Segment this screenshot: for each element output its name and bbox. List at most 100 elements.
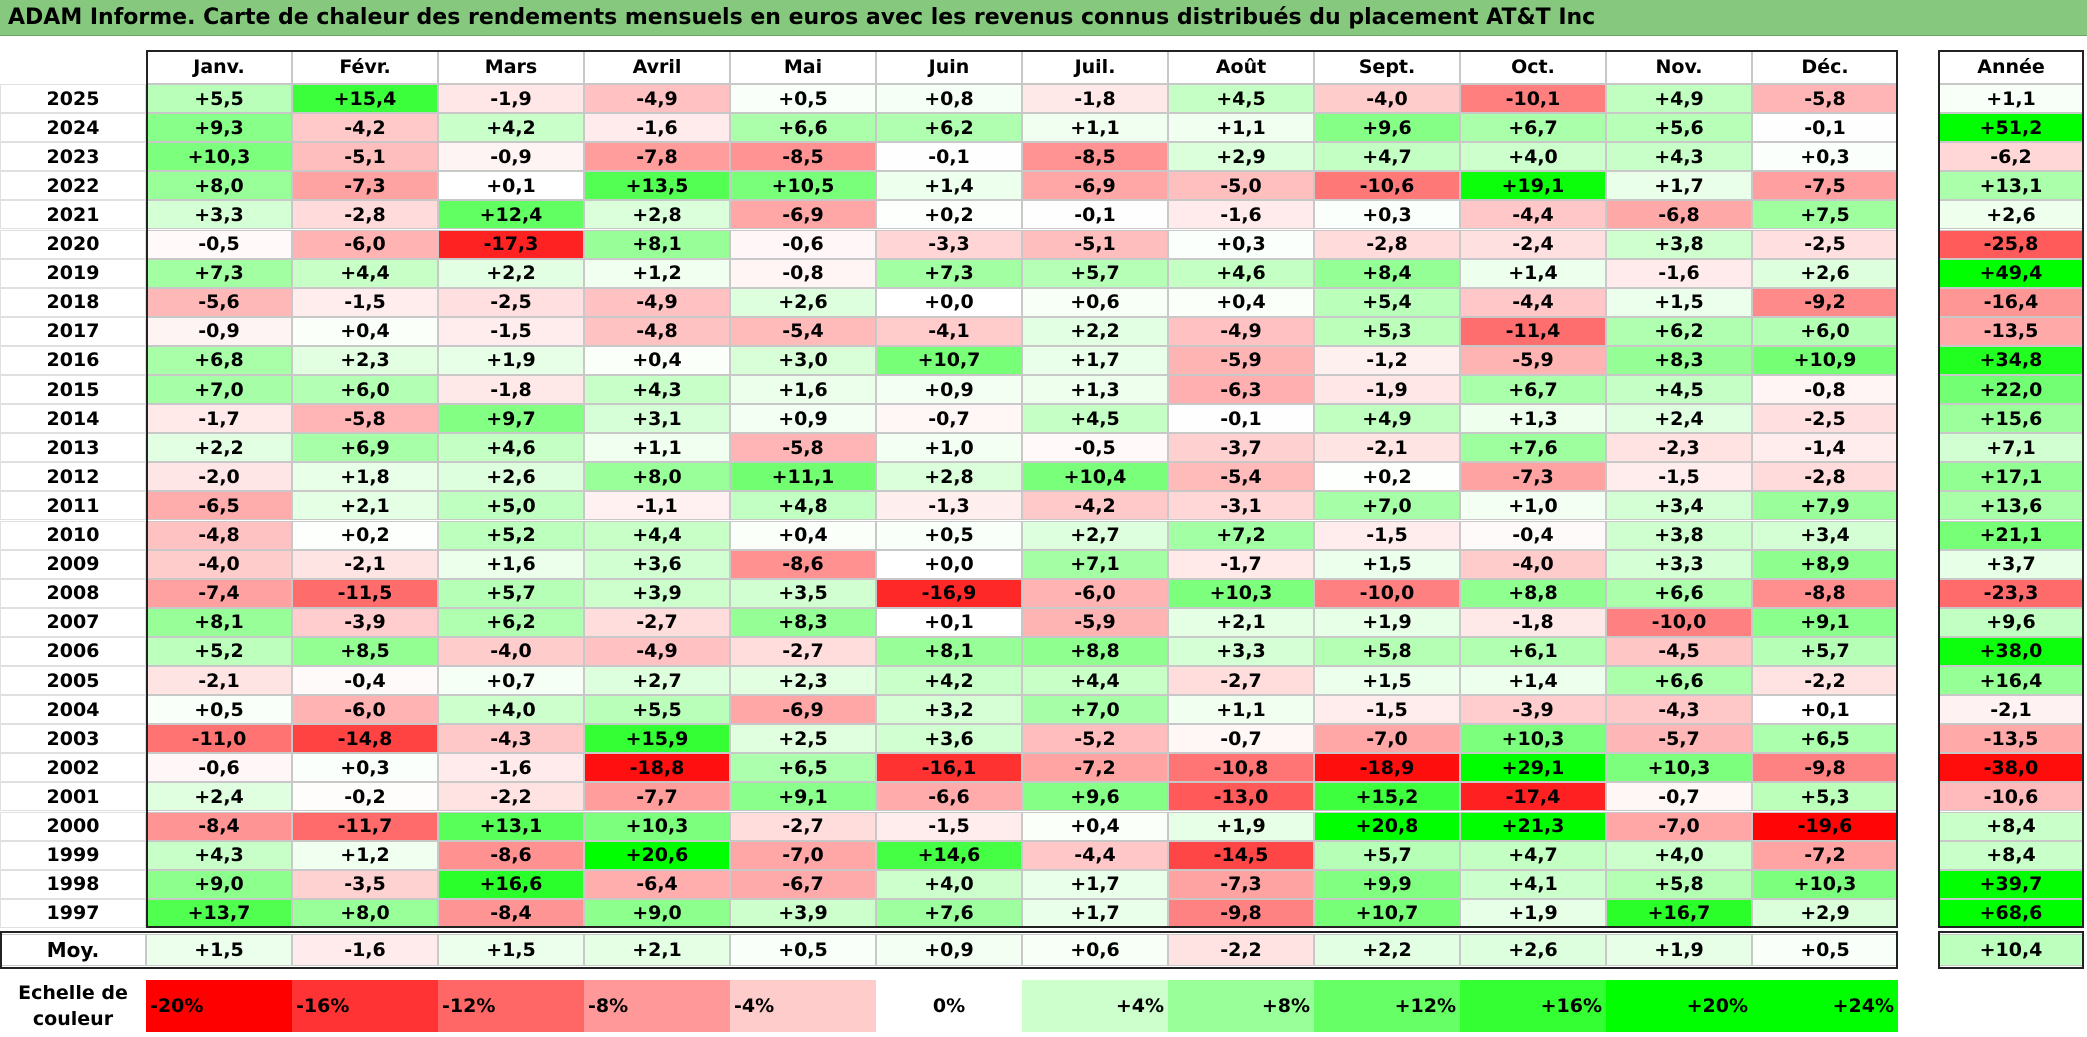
annual-value-cell: +39,7: [1938, 869, 2084, 899]
month-value-cell: -1,9: [1314, 375, 1460, 405]
annual-value-cell: +21,1: [1938, 520, 2084, 550]
month-value-cell: +0,4: [730, 520, 876, 550]
annual-value-cell: +2,6: [1938, 200, 2084, 230]
month-value-cell: -0,7: [1606, 782, 1752, 812]
annual-value-cell: +8,4: [1938, 811, 2084, 841]
month-value-cell: -0,8: [1752, 375, 1898, 405]
average-value-cell: +0,5: [1752, 933, 1898, 966]
month-value-cell: +4,3: [584, 375, 730, 405]
month-value-cell: +4,4: [584, 520, 730, 550]
month-value-cell: -4,5: [1606, 636, 1752, 666]
month-value-cell: +2,5: [730, 724, 876, 754]
year-label: 2008: [0, 578, 146, 608]
average-value-cell: +0,5: [730, 933, 876, 966]
month-value-cell: +2,2: [1022, 316, 1168, 346]
month-value-cell: +2,6: [730, 287, 876, 317]
annual-value-cell: +38,0: [1938, 636, 2084, 666]
month-value-cell: +5,8: [1314, 636, 1460, 666]
month-value-cell: +20,8: [1314, 811, 1460, 841]
month-value-cell: +5,3: [1314, 316, 1460, 346]
month-value-cell: +2,2: [438, 258, 584, 288]
month-value-cell: -4,1: [876, 316, 1022, 346]
year-label: 2003: [0, 724, 146, 754]
average-value-cell: +2,6: [1460, 933, 1606, 966]
month-value-cell: -0,8: [730, 258, 876, 288]
month-header: Juil.: [1022, 50, 1168, 84]
month-value-cell: -7,0: [1606, 811, 1752, 841]
month-value-cell: -11,0: [146, 724, 292, 754]
month-value-cell: +16,7: [1606, 898, 1752, 928]
month-value-cell: +4,4: [1022, 666, 1168, 696]
month-value-cell: +10,7: [1314, 898, 1460, 928]
legend-swatch: -12%: [438, 980, 584, 1032]
month-value-cell: -7,0: [730, 840, 876, 870]
month-value-cell: +3,6: [584, 549, 730, 579]
month-header: Déc.: [1752, 50, 1898, 84]
month-value-cell: -5,9: [1168, 345, 1314, 375]
year-label: 1997: [0, 898, 146, 928]
month-value-cell: +2,7: [584, 666, 730, 696]
month-value-cell: +4,5: [1606, 375, 1752, 405]
month-value-cell: +5,3: [1752, 782, 1898, 812]
month-value-cell: -5,9: [1460, 345, 1606, 375]
month-value-cell: -6,4: [584, 869, 730, 899]
year-label: 2001: [0, 782, 146, 812]
month-header: Oct.: [1460, 50, 1606, 84]
month-value-cell: -4,3: [1606, 695, 1752, 725]
month-value-cell: +6,5: [1752, 724, 1898, 754]
month-value-cell: +1,0: [1460, 491, 1606, 521]
month-value-cell: -1,5: [438, 316, 584, 346]
month-value-cell: -17,3: [438, 229, 584, 259]
average-label: Moy.: [0, 933, 146, 966]
month-value-cell: +4,2: [438, 113, 584, 143]
month-value-cell: -0,9: [438, 142, 584, 172]
month-value-cell: +5,7: [438, 578, 584, 608]
month-value-cell: -8,8: [1752, 578, 1898, 608]
month-value-cell: +7,0: [1022, 695, 1168, 725]
year-label: 2014: [0, 404, 146, 434]
month-value-cell: -7,2: [1022, 753, 1168, 783]
month-value-cell: +6,7: [1460, 375, 1606, 405]
month-value-cell: +0,1: [876, 607, 1022, 637]
month-value-cell: +1,1: [1168, 113, 1314, 143]
month-value-cell: -4,8: [146, 520, 292, 550]
month-header: Août: [1168, 50, 1314, 84]
month-value-cell: -1,5: [876, 811, 1022, 841]
month-value-cell: +10,3: [1752, 869, 1898, 899]
month-value-cell: +10,3: [1460, 724, 1606, 754]
month-value-cell: +19,1: [1460, 171, 1606, 201]
month-value-cell: +4,9: [1606, 84, 1752, 114]
month-value-cell: +7,0: [1314, 491, 1460, 521]
month-value-cell: -3,5: [292, 869, 438, 899]
month-value-cell: +9,6: [1022, 782, 1168, 812]
month-value-cell: -2,5: [1752, 229, 1898, 259]
year-label: 2004: [0, 695, 146, 725]
month-value-cell: +4,0: [1606, 840, 1752, 870]
month-value-cell: -4,3: [438, 724, 584, 754]
month-value-cell: +3,4: [1606, 491, 1752, 521]
month-value-cell: +6,1: [1460, 636, 1606, 666]
month-value-cell: -5,8: [292, 404, 438, 434]
month-value-cell: +8,5: [292, 636, 438, 666]
year-label: 2000: [0, 811, 146, 841]
month-value-cell: -4,4: [1022, 840, 1168, 870]
month-value-cell: +3,2: [876, 695, 1022, 725]
month-value-cell: -1,8: [1022, 84, 1168, 114]
month-value-cell: +7,0: [146, 375, 292, 405]
month-value-cell: +7,3: [876, 258, 1022, 288]
month-value-cell: -6,0: [292, 229, 438, 259]
month-value-cell: -2,5: [438, 287, 584, 317]
month-value-cell: -3,3: [876, 229, 1022, 259]
average-value-cell: +2,2: [1314, 933, 1460, 966]
legend-swatch: +20%: [1606, 980, 1752, 1032]
month-value-cell: -1,5: [1314, 520, 1460, 550]
month-value-cell: +6,8: [146, 345, 292, 375]
month-value-cell: -7,0: [1314, 724, 1460, 754]
month-value-cell: -8,6: [438, 840, 584, 870]
month-value-cell: +7,1: [1022, 549, 1168, 579]
annual-value-cell: -38,0: [1938, 753, 2084, 783]
month-value-cell: +13,7: [146, 898, 292, 928]
month-value-cell: +15,4: [292, 84, 438, 114]
month-value-cell: +4,3: [1606, 142, 1752, 172]
month-value-cell: +1,1: [1022, 113, 1168, 143]
